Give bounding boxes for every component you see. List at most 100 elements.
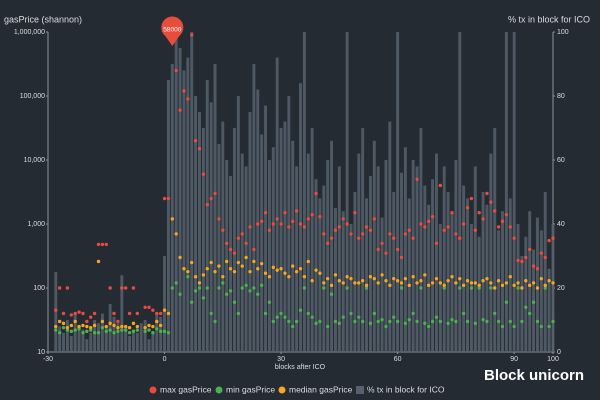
point xyxy=(298,222,303,226)
point xyxy=(89,315,93,319)
point xyxy=(454,232,458,236)
point xyxy=(57,331,62,335)
x-tick-label: -30 xyxy=(43,356,53,363)
bar xyxy=(547,268,551,352)
bar xyxy=(170,64,174,352)
point xyxy=(388,232,392,236)
point xyxy=(131,329,136,334)
point xyxy=(65,328,70,332)
bar xyxy=(528,211,532,352)
point xyxy=(493,311,497,316)
point xyxy=(500,283,505,288)
point xyxy=(419,286,423,290)
legend-label: max gasPrice xyxy=(160,384,212,394)
point xyxy=(205,267,209,271)
bar xyxy=(442,166,446,352)
point xyxy=(77,310,81,314)
point xyxy=(419,222,423,226)
point xyxy=(364,283,369,288)
point xyxy=(127,325,132,330)
point xyxy=(155,319,159,324)
point xyxy=(399,286,404,290)
point xyxy=(364,286,369,290)
point xyxy=(473,321,478,326)
point xyxy=(158,311,163,316)
point xyxy=(182,89,186,93)
point xyxy=(415,177,419,181)
point xyxy=(193,275,198,279)
point xyxy=(520,319,524,324)
point xyxy=(341,281,345,285)
point xyxy=(535,267,540,271)
bar xyxy=(100,313,104,352)
bar xyxy=(349,224,353,352)
bar xyxy=(400,172,403,352)
bar xyxy=(438,224,442,352)
point xyxy=(310,315,314,319)
bar xyxy=(520,256,524,352)
point xyxy=(481,317,485,322)
point xyxy=(454,281,458,285)
point xyxy=(469,196,474,201)
point xyxy=(143,305,147,309)
point xyxy=(508,319,512,324)
x-tick-label: 100 xyxy=(547,356,559,363)
y-tick-label: 10 xyxy=(37,349,45,356)
point xyxy=(298,308,303,312)
point xyxy=(329,283,334,288)
point xyxy=(360,319,365,324)
bar xyxy=(310,128,314,352)
point xyxy=(283,211,287,215)
point xyxy=(221,228,225,232)
point xyxy=(524,255,528,260)
bar xyxy=(334,208,337,352)
point xyxy=(120,286,124,290)
bar xyxy=(190,32,194,352)
point xyxy=(430,319,435,324)
y2-tick-label: 40 xyxy=(557,221,565,228)
point xyxy=(531,264,536,268)
point xyxy=(345,222,349,226)
point xyxy=(353,281,357,285)
y2-tick-label: 60 xyxy=(557,157,565,164)
point xyxy=(325,324,330,329)
point xyxy=(287,225,291,229)
point xyxy=(96,331,101,335)
point xyxy=(151,324,155,329)
point xyxy=(213,191,217,196)
point xyxy=(380,317,384,322)
bar xyxy=(407,198,411,352)
bar xyxy=(178,48,182,352)
point xyxy=(302,286,307,290)
point xyxy=(287,319,291,324)
point xyxy=(275,268,279,272)
point xyxy=(496,279,501,283)
point xyxy=(539,324,544,329)
bar xyxy=(159,316,163,352)
point xyxy=(446,279,450,283)
point xyxy=(302,225,307,229)
point xyxy=(81,323,85,328)
point xyxy=(325,276,330,281)
x-tick-label: 30 xyxy=(277,356,285,363)
bar xyxy=(431,179,435,352)
bar xyxy=(361,128,365,352)
point xyxy=(357,315,361,319)
point xyxy=(357,236,361,240)
point xyxy=(535,286,540,290)
point xyxy=(61,311,66,316)
point xyxy=(516,258,520,263)
point xyxy=(314,321,318,326)
point xyxy=(384,324,388,329)
point xyxy=(166,331,171,335)
point xyxy=(524,279,528,283)
point xyxy=(155,327,159,331)
point xyxy=(442,283,446,288)
bar xyxy=(337,166,341,352)
bar xyxy=(244,166,248,352)
bar xyxy=(466,198,469,352)
point xyxy=(368,228,373,232)
point xyxy=(294,209,299,213)
bar xyxy=(504,32,508,352)
bar xyxy=(403,147,407,352)
